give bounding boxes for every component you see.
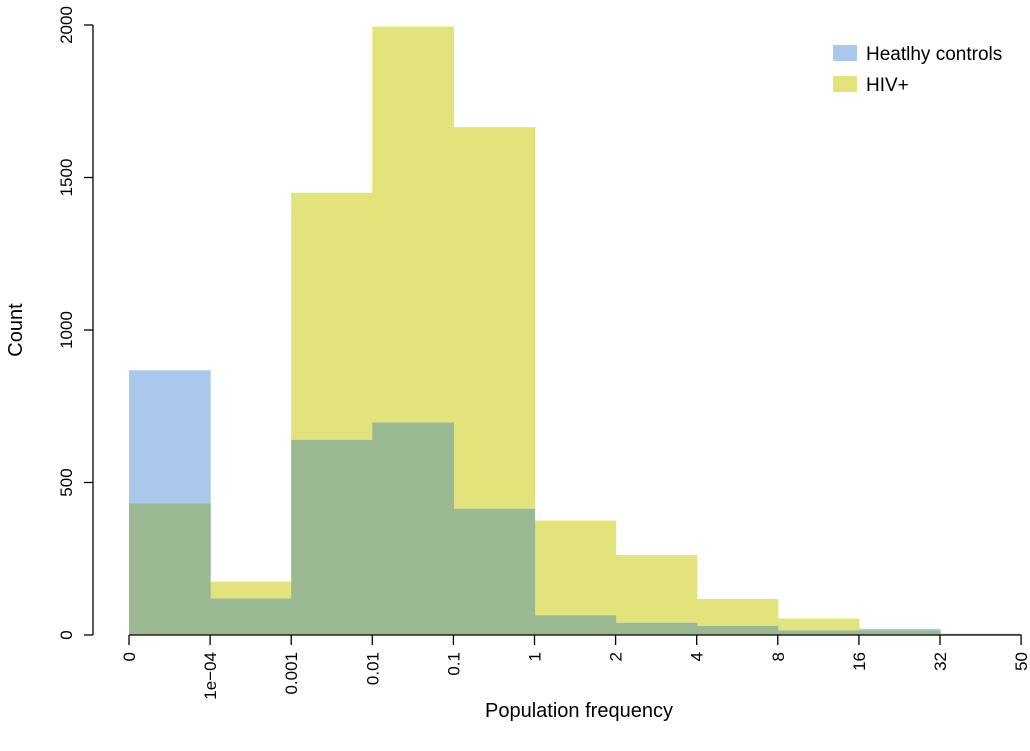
bar-hiv-8: [777, 618, 860, 631]
bar-hiv-1: [210, 581, 292, 599]
healthy-controls-bars: [129, 370, 941, 631]
legend-label-healthy-controls: Heatlhy controls: [866, 44, 1002, 65]
bar-overlap-9: [858, 630, 941, 635]
bar-overlap-1: [210, 598, 292, 635]
x-tick-label-7: 4: [688, 652, 707, 661]
x-tick-label-1: 1e−04: [201, 652, 220, 700]
y-tick-label-1: 500: [57, 468, 76, 496]
y-tick-label-0: 0: [57, 630, 76, 639]
legend-swatch-healthy-controls: [833, 45, 857, 61]
x-tick-label-5: 1: [526, 652, 545, 661]
bar-healthy-controls-0: [129, 370, 211, 504]
x-tick-label-0: 0: [120, 652, 139, 661]
bar-overlap-6: [615, 622, 698, 635]
x-tick-label-4: 0.1: [444, 652, 463, 676]
x-tick-label-8: 8: [769, 652, 788, 661]
y-tick-label-3: 1500: [57, 159, 76, 197]
bar-hiv-4: [453, 127, 536, 509]
overlap-bars: [129, 422, 1022, 635]
bar-overlap-7: [696, 625, 779, 635]
bar-hiv-3: [372, 26, 454, 423]
x-tick-label-2: 0.001: [282, 652, 301, 695]
x-axis-title: Population frequency: [485, 700, 673, 722]
bar-hiv-10: [940, 633, 1022, 635]
bar-overlap-0: [129, 503, 211, 635]
axes: 0 500 1000 1500 2000 0 1e−04 0.001 0.01 0.1 1 2 4 8 16…: [57, 6, 1030, 700]
bar-overlap-4: [453, 508, 536, 635]
legend-label-hiv: HIV+: [866, 75, 909, 96]
bar-overlap-5: [534, 615, 617, 635]
y-tick-label-2: 1000: [57, 311, 76, 349]
bar-overlap-8: [777, 630, 860, 635]
bar-hiv-5: [534, 520, 617, 616]
bar-overlap-2: [291, 439, 373, 635]
y-tick-label-4: 2000: [57, 6, 76, 44]
legend-swatch-hiv: [833, 76, 857, 92]
bar-overlap-3: [372, 422, 454, 635]
bar-healthy-controls-9: [858, 628, 941, 631]
x-tick-label-11: 50: [1012, 652, 1030, 671]
legend: Heatlhy controls HIV+: [833, 44, 1002, 96]
x-tick-label-3: 0.01: [363, 652, 382, 685]
x-tick-label-6: 2: [607, 652, 626, 661]
y-axis-title: Count: [5, 303, 27, 357]
hiv-bars: [210, 26, 1022, 635]
x-tick-label-10: 32: [931, 652, 950, 671]
bar-hiv-7: [696, 599, 779, 626]
x-tick-label-9: 16: [850, 652, 869, 671]
bar-hiv-6: [615, 555, 698, 623]
bar-hiv-2: [291, 192, 373, 440]
